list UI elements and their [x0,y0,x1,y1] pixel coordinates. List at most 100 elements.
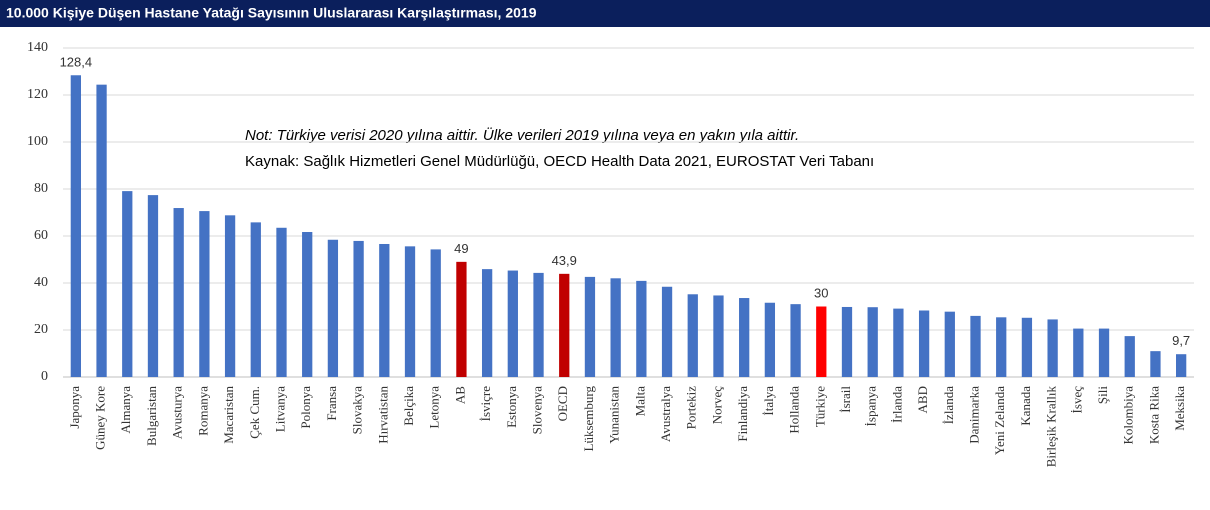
x-tick-label: İtalya [761,386,776,416]
x-tick-label: Polonya [298,386,313,429]
x-tick-label: Şili [1095,386,1110,404]
value-label: 9,7 [1172,333,1190,348]
x-tick-label: İrlanda [889,386,904,423]
bar [70,75,81,377]
bar [610,278,621,377]
bar [96,84,107,377]
value-label: 49 [454,241,468,256]
x-tick-label: Portekiz [684,386,699,430]
x-tick-label: Slovakya [350,386,365,435]
bar [404,246,416,377]
bar [1098,328,1110,377]
x-tick-label: Belçika [401,386,416,426]
x-tick-label: İsveç [1069,386,1084,414]
x-tick-label: Birleşik Krallık [1044,386,1059,468]
x-tick-label: İsviçre [478,386,493,422]
x-tick-label: İzlanda [941,386,956,424]
chart-title: 10.000 Kişiye Düşen Hastane Yatağı Sayıs… [6,5,537,21]
x-tick-label: Letonya [427,386,442,429]
x-tick-label: Türkiye [812,386,827,427]
bar [584,276,596,377]
bar [636,280,647,377]
note: Not: Türkiye verisi 2020 yılına aittir. … [245,126,799,144]
y-tick-label: 20 [34,322,48,337]
x-tick-label: Avusturya [170,386,185,439]
bar [430,249,441,377]
bar [173,208,184,377]
bar [893,308,904,377]
bar [276,227,287,377]
header-bar [0,0,1210,27]
x-tick-label: Bulgaristan [144,386,159,446]
x-tick-label: Finlandiya [735,386,750,442]
x-tick-label: Kolombiya [1121,386,1136,445]
x-tick-label: İsrail [838,386,853,413]
x-tick-label: Japonya [67,386,82,429]
x-tick-label: OECD [555,386,570,421]
x-tick-label: İspanya [864,386,879,427]
x-tick-label: Estonya [504,386,519,428]
x-tick-label: Norveç [709,386,724,424]
bar [481,269,493,377]
x-tick-label: Çek Cum. [247,386,262,439]
x-tick-label: Danimarka [966,386,981,444]
bar [790,304,801,377]
x-tick-label: Fransa [324,386,339,421]
y-tick-label: 60 [34,228,48,243]
bar [533,272,544,377]
bar [224,215,236,377]
x-tick-label: Hırvatistan [375,386,390,444]
x-tick-label: Malta [632,386,647,417]
x-tick-label: Romanya [195,386,210,436]
bar [379,243,390,377]
bar [1124,336,1135,377]
bar [1073,328,1084,377]
source: Kaynak: Sağlık Hizmetleri Genel Müdürlüğ… [245,153,874,170]
y-tick-label: 100 [27,134,48,149]
value-label: 30 [814,286,828,301]
bar [816,306,827,377]
bar [353,240,364,377]
bar [1047,319,1058,377]
bar [1021,317,1033,377]
bar [687,294,698,377]
bar [996,317,1007,377]
y-tick-label: 80 [34,181,48,196]
bar [250,222,261,377]
x-tick-label: Lüksemburg [581,386,596,452]
bar [764,302,776,377]
value-label: 43,9 [552,253,577,268]
x-tick-label: Almanya [118,386,133,434]
bar [944,311,955,377]
bar [841,306,853,377]
bar [507,270,518,377]
x-tick-label: Güney Kore [93,386,108,450]
bar [1176,354,1187,377]
bar [739,298,750,377]
x-tick-label: Kosta Rika [1146,386,1161,444]
x-tick-label: Meksika [1172,386,1187,431]
bar [713,295,724,377]
value-label: 128,4 [60,54,93,69]
bar [970,315,981,377]
bar [918,310,930,377]
x-tick-label: Slovenya [530,386,545,435]
x-tick-label: Hollanda [787,386,802,434]
bar [199,211,210,377]
y-tick-label: 0 [41,369,48,384]
x-tick-label: Litvanya [272,386,287,432]
bar [559,273,570,377]
bar [867,307,878,377]
x-tick-label: Yunanistan [607,386,622,444]
y-tick-label: 140 [27,40,48,55]
x-tick-label: Yeni Zelanda [992,386,1007,455]
x-tick-label: Kanada [1018,386,1033,426]
bar [1150,351,1161,377]
x-tick-label: ABD [915,386,930,413]
bar [147,195,159,377]
x-tick-label: AB [452,386,467,404]
y-tick-label: 40 [34,275,48,290]
y-tick-label: 120 [27,87,48,102]
bar [661,286,673,377]
